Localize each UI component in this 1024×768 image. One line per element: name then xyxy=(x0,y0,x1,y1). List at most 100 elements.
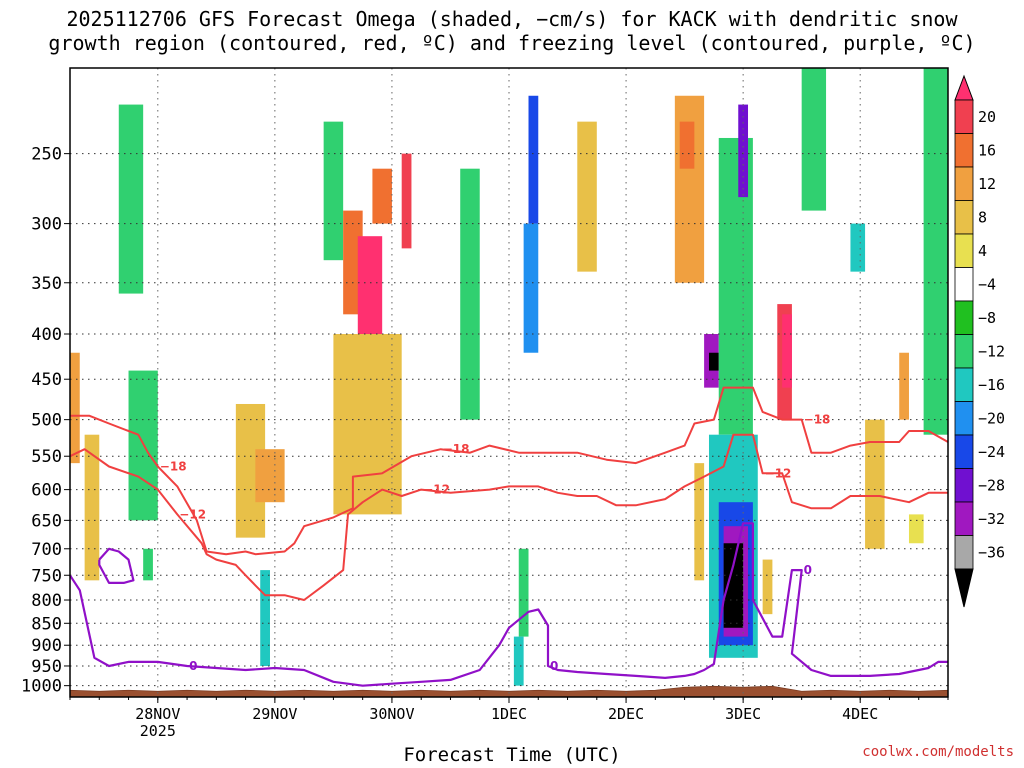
colorbar-label: 8 xyxy=(978,209,987,227)
y-tick-label: 1000 xyxy=(21,677,62,697)
omega-cell xyxy=(782,314,792,388)
colorbar-swatch xyxy=(954,535,974,570)
omega-cell xyxy=(801,68,827,211)
y-tick-label: 900 xyxy=(31,636,62,656)
colorbar-swatch xyxy=(954,434,974,469)
omega-cell xyxy=(923,68,948,435)
freezing-contour xyxy=(69,522,948,687)
colorbar-label: −24 xyxy=(978,443,1005,461)
colorbar-label: −8 xyxy=(978,309,996,327)
y-tick-label: 600 xyxy=(31,481,62,501)
colorbar-swatch xyxy=(954,367,974,402)
colorbar-label: −28 xyxy=(978,477,1005,495)
omega-cell xyxy=(679,121,695,169)
omega-cell xyxy=(323,121,344,261)
y-tick-label: 350 xyxy=(31,274,62,294)
colorbar-label: −16 xyxy=(978,376,1005,394)
colorbar-swatch xyxy=(954,501,974,536)
colorbar-label: −36 xyxy=(978,544,1005,562)
x-tick-label: 4DEC xyxy=(842,705,878,723)
y-tick-label: 950 xyxy=(31,657,62,677)
omega-cell xyxy=(143,548,153,581)
y-tick-label: 500 xyxy=(31,411,62,431)
omega-cell xyxy=(118,104,144,294)
colorbar-label: −20 xyxy=(978,410,1005,428)
colorbar-swatch xyxy=(954,334,974,369)
contour-label: −18 xyxy=(804,413,831,427)
colorbar-swatch xyxy=(954,300,974,335)
dgz-contour xyxy=(70,386,949,556)
omega-cell xyxy=(850,223,866,272)
contour-label: 0 xyxy=(550,659,558,673)
x-axis-title: Forecast Time (UTC) xyxy=(403,744,621,766)
omega-cell xyxy=(528,95,539,224)
omega-cell xyxy=(694,463,705,581)
colorbar-label: −4 xyxy=(978,276,996,294)
omega-cell xyxy=(899,352,909,420)
x-tick-label: 3DEC xyxy=(725,705,761,723)
omega-cell xyxy=(708,352,719,371)
omega-cell xyxy=(70,352,80,464)
omega-cell xyxy=(738,104,749,198)
y-tick-label: 850 xyxy=(31,614,62,634)
terrain-surface xyxy=(69,685,949,698)
dgz-contour xyxy=(69,433,948,601)
omega-cell xyxy=(260,570,270,666)
colorbar-label: 16 xyxy=(978,142,996,160)
colorbar-swatch xyxy=(954,99,974,134)
x-tick-label: 30NOV xyxy=(369,705,414,723)
terrain-band xyxy=(69,685,949,698)
omega-cell xyxy=(357,236,383,344)
chart-title-line2: growth region (contoured, red, ºC) and f… xyxy=(48,31,976,55)
omega-cell xyxy=(762,559,773,615)
omega-shading xyxy=(70,68,948,686)
contour-label: −12 xyxy=(765,466,792,480)
x-tick-label: 29NOV xyxy=(252,705,297,723)
colorbar-swatch xyxy=(954,401,974,436)
omega-cell xyxy=(723,543,744,628)
omega-cell xyxy=(523,223,539,353)
omega-cell xyxy=(577,121,597,272)
site-credit[interactable]: coolwx.com/modelts xyxy=(862,744,1014,760)
colorbar: 20 16 12 8 4 −4 −8 −12 −16 −20 −24 −28 −32 −36 xyxy=(954,74,1005,608)
y-tick-label: 250 xyxy=(31,145,62,165)
omega-cell xyxy=(908,514,924,544)
colorbar-swatch xyxy=(954,468,974,503)
omega-cell xyxy=(372,168,392,224)
contour-label: 0 xyxy=(189,659,197,673)
colorbar-bottom-arrow xyxy=(954,568,974,608)
omega-cell xyxy=(513,636,524,686)
colorbar-swatch xyxy=(954,200,974,235)
contour-label: −18 xyxy=(160,460,187,474)
colorbar-label: 4 xyxy=(978,242,987,260)
colorbar-swatch xyxy=(954,166,974,201)
omega-cell xyxy=(401,153,412,249)
grid-lines xyxy=(70,68,948,697)
y-tick-label: 750 xyxy=(31,566,62,586)
x-tick-label: 28NOV xyxy=(135,705,180,723)
colorbar-label: 20 xyxy=(978,108,996,126)
colorbar-swatch xyxy=(954,133,974,168)
y-tick-label: 450 xyxy=(31,370,62,390)
omega-cell xyxy=(255,449,285,503)
omega-cell xyxy=(333,334,402,515)
x-tick-sublabel: 2025 xyxy=(140,722,176,740)
omega-cell xyxy=(460,168,480,420)
y-tick-label: 700 xyxy=(31,540,62,560)
contours: −12−12−12−18−18−180 00 xyxy=(69,386,949,687)
contour-label: −12 xyxy=(423,483,450,497)
colorbar-label: 12 xyxy=(978,175,996,193)
omega-cell xyxy=(84,434,100,581)
x-tick-label: 1DEC xyxy=(491,705,527,723)
colorbar-label: −32 xyxy=(978,510,1005,528)
y-tick-label: 550 xyxy=(31,447,62,467)
chart-title-line1: 2025112706 GFS Forecast Omega (shaded, −… xyxy=(66,7,958,31)
colorbar-swatch xyxy=(954,233,974,268)
y-tick-label: 300 xyxy=(31,215,62,235)
colorbar-top-arrow xyxy=(954,74,974,101)
y-axis: 2503003504004505005506006507007508008509… xyxy=(21,145,70,697)
colorbar-swatch xyxy=(954,267,974,302)
omega-cell xyxy=(518,548,529,637)
